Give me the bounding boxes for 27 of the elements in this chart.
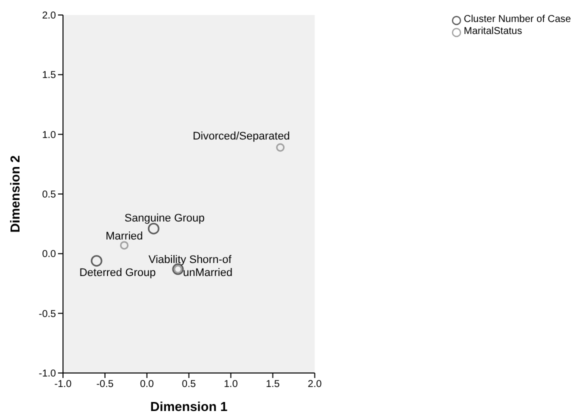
y-axis-title: Dimension 2 (8, 155, 23, 233)
x-tick-label: -1.0 (54, 379, 72, 390)
annotation: Sanguine Group (124, 212, 205, 225)
x-tick-label: 0.5 (182, 379, 196, 390)
y-tick-label: -1.0 (38, 368, 56, 380)
x-tick-label: -0.5 (96, 379, 114, 390)
annotation: unMarried (182, 267, 232, 280)
annotation: Deterred Group (79, 266, 156, 279)
legend-label: Cluster Number of Case (464, 14, 571, 26)
y-tick-label: 2.0 (42, 10, 56, 22)
point (276, 143, 285, 152)
annotation: Divorced/Separated (192, 130, 290, 142)
y-tick-label: 0.5 (42, 190, 56, 201)
annotation: Married (106, 230, 143, 242)
legend-label: MaritalStatus (464, 26, 522, 38)
x-tick-label: 2.0 (308, 379, 322, 390)
y-tick-label: -0.5 (38, 308, 56, 320)
y-tick-label: 0.0 (42, 249, 56, 260)
point (120, 241, 129, 250)
annotation: Viability Shorn-of (148, 254, 232, 266)
y-tick-label: 1.0 (42, 130, 56, 141)
x-tick-label: 1.0 (224, 379, 238, 390)
x-axis-title: Dimension 1 (150, 399, 228, 414)
y-tick-label: 1.5 (42, 70, 56, 82)
x-tick-label: 1.5 (266, 379, 280, 390)
x-tick-label: 0.0 (140, 379, 154, 390)
point (90, 255, 102, 267)
